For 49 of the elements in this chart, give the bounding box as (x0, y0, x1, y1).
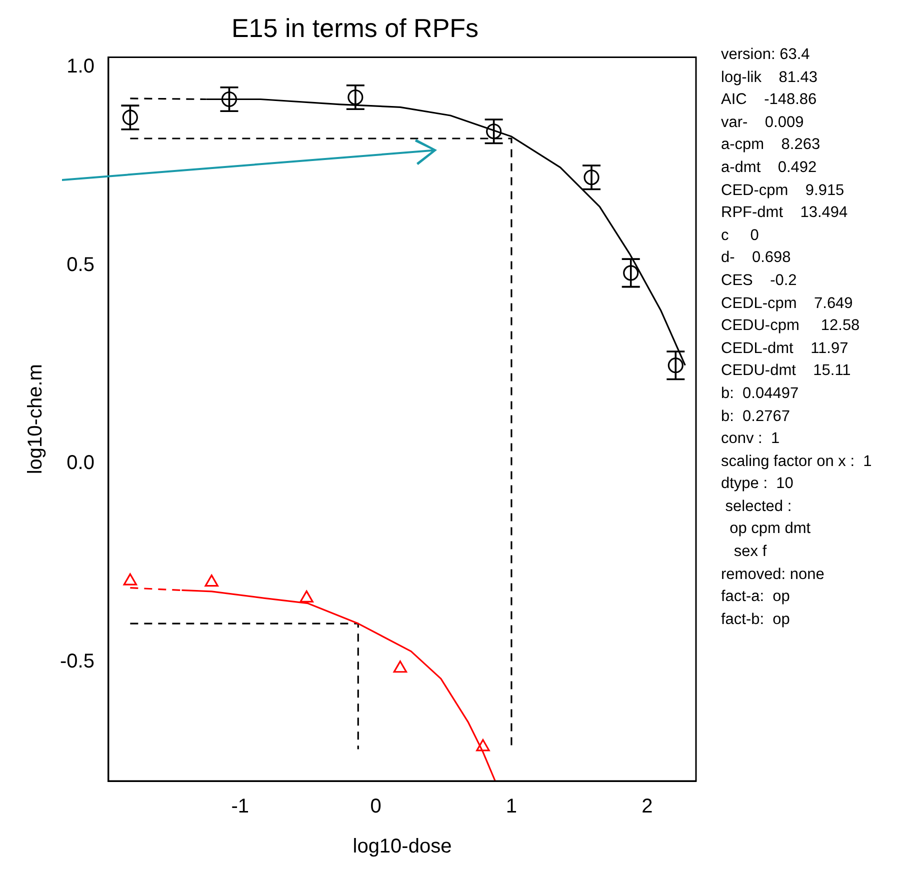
x-tick-label: 1 (506, 796, 518, 818)
text: CEDU-cpm 12.58 (721, 316, 861, 336)
point (623, 265, 639, 281)
y-axis-title: log10-che.m (24, 364, 47, 474)
point (221, 91, 238, 108)
point (348, 89, 364, 106)
text: a-cpm 8.263 (721, 135, 822, 156)
text: RPF-dmt 13.494 (721, 203, 849, 224)
x-axis-title: log10-dose (352, 836, 452, 858)
text: AIC -148.86 (721, 90, 818, 110)
text: b: 0.04497 (721, 384, 800, 404)
point (123, 573, 138, 586)
y-tick-label: -0.5 (60, 650, 94, 673)
x-tick-label: 2 (642, 796, 653, 818)
point (300, 590, 314, 602)
text: CEDL-dmt 11.97 (721, 338, 850, 359)
text: CEDL-cpm 7.649 (721, 294, 854, 314)
text: selected : (724, 496, 793, 517)
text: a-dmt 0.492 (721, 158, 818, 178)
x-tick-label: -1 (231, 796, 249, 818)
y-tick-label: 0.0 (66, 452, 94, 474)
point (668, 358, 684, 374)
chart-title: E15 in terms of RPFs (231, 12, 479, 43)
point (122, 110, 138, 126)
text: op cpm dmt (728, 519, 812, 540)
text: CED-cpm 9.915 (721, 180, 846, 201)
text: fact-a: op (721, 587, 791, 608)
text: c 0 (721, 226, 760, 246)
point (393, 660, 408, 673)
text: conv : 1 (721, 429, 781, 450)
text: dtype : 10 (721, 474, 794, 494)
y-tick-label: 1.0 (66, 56, 94, 78)
text: CES -0.2 (721, 270, 798, 291)
point (486, 124, 502, 140)
y-tick-label: 0.5 (66, 254, 94, 276)
text: sex f (732, 542, 768, 562)
text: scaling factor on x : 1 (721, 452, 872, 472)
point (584, 170, 600, 186)
text: removed: none (721, 564, 826, 585)
x-tick-label: 0 (370, 796, 382, 818)
text: d- 0.698 (721, 248, 792, 268)
text: var- 0.009 (721, 112, 805, 133)
text: CEDU-dmt 15.11 (721, 361, 852, 382)
point (204, 574, 218, 587)
text: version: 63.4 (721, 45, 811, 65)
point (476, 739, 490, 752)
text: log-lik 81.43 (721, 68, 818, 88)
text: b: 0.2767 (721, 406, 791, 426)
text: fact-b: op (721, 610, 791, 630)
